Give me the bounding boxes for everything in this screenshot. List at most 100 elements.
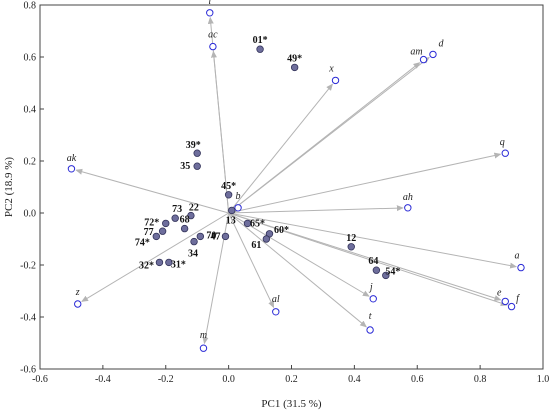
observation-label-22: 22 (189, 203, 199, 214)
variable-marker-d (429, 50, 437, 59)
loading-arrows (75, 16, 518, 345)
variable-label-ac: ac (208, 30, 218, 41)
observation-label-45*: 45* (221, 181, 236, 192)
y-tick-label: -0.6 (20, 365, 36, 376)
observation-point-01* (256, 45, 264, 53)
variable-label-t: t (369, 311, 372, 322)
variable-label-am: am (410, 47, 422, 58)
variable-label-z: z (75, 287, 80, 298)
y-tick-label: 0.2 (24, 157, 37, 168)
loading-arrow-q (228, 152, 502, 214)
variable-marker-al (272, 308, 280, 316)
observation-label-34: 34 (188, 249, 198, 260)
variable-marker-e (501, 297, 509, 306)
observation-label-65*: 65* (250, 218, 265, 229)
variable-label-x: x (328, 63, 334, 74)
loading-arrow-x (228, 83, 334, 214)
variable-marker-i (206, 9, 214, 17)
variable-label-d: d (438, 38, 444, 49)
observation-label-73: 73 (172, 204, 182, 215)
observation-label-39*: 39* (186, 140, 201, 151)
loading-arrow-ak (75, 168, 229, 214)
observation-point-32* (155, 258, 164, 267)
variable-marker-am (419, 55, 428, 64)
variable-marker-ac (209, 42, 217, 51)
observation-point-73 (171, 214, 179, 222)
loading-arrow-d (228, 56, 430, 214)
observation-label-32*: 32* (139, 260, 154, 271)
variable-label-ak: ak (67, 153, 77, 164)
variable-label-j: j (368, 282, 373, 293)
observation-label-60*: 60* (274, 225, 289, 236)
y-tick-label: 0.6 (24, 53, 37, 64)
variable-label-al: al (272, 294, 280, 305)
variable-marker-j (369, 295, 377, 303)
variable-marker-q (501, 149, 509, 157)
x-tick-label: -0.2 (158, 374, 174, 385)
x-axis-title: PC1 (31.5 %) (261, 398, 322, 410)
variable-marker-a (517, 263, 525, 272)
observation-point-72* (162, 219, 170, 228)
observation-point-61 (262, 235, 271, 243)
observation-label-49*: 49* (287, 53, 302, 64)
observation-label-01*: 01* (253, 35, 268, 46)
observation-point-31* (165, 258, 173, 267)
variable-label-i: i (208, 0, 211, 7)
observation-label-35: 35 (180, 161, 190, 172)
y-tick-label: -0.2 (20, 261, 36, 272)
loading-arrow-f (228, 212, 508, 306)
axes: -0.6 -0.4 -0.2 0.0 0.2 0.4 0.6 0.8 1.0 -0.6 -0.4 -0… (20, 1, 549, 386)
variable-marker-ah (404, 204, 412, 212)
y-axis-title: PC2 (18.9 %) (3, 157, 15, 218)
x-tick-label: 0.0 (222, 374, 235, 385)
variable-label-m: m (200, 330, 207, 341)
observation-point-39* (193, 149, 201, 157)
observation-point-35 (193, 162, 201, 170)
variable-label-e: e (497, 287, 502, 298)
variable-marker-x (331, 76, 340, 85)
observation-point-12 (347, 243, 355, 251)
x-tick-label: 0.2 (285, 374, 298, 385)
variable-label-ah: ah (403, 192, 413, 203)
observation-point-74* (152, 232, 161, 241)
x-tick-label: -0.6 (32, 374, 48, 385)
variable-label-f: f (516, 294, 520, 305)
observation-point-64 (372, 266, 381, 274)
loading-arrow-al (228, 212, 275, 309)
variable-label-a: a (514, 251, 519, 262)
observation-point-54* (382, 271, 390, 280)
loading-arrow-t (228, 212, 368, 328)
observation-label-31*: 31* (171, 259, 186, 270)
observation-point-13 (228, 206, 236, 215)
variable-label-b: b (236, 191, 241, 202)
observation-label-70: 70 (206, 230, 216, 241)
observation-label-13: 13 (226, 215, 236, 226)
observation-point-45* (224, 191, 233, 199)
observation-label-68: 68 (180, 215, 190, 226)
point-labels: i ac am d x q ak b ah a e f j t z al m 01* 49* 39* 35 45* 13 65… (67, 0, 520, 341)
y-tick-label: 0.8 (24, 1, 37, 12)
variable-label-q: q (500, 137, 505, 148)
observation-point-70 (196, 232, 205, 241)
x-tick-label: -0.4 (95, 374, 111, 385)
variable-marker-b (234, 204, 242, 212)
loading-arrow-ah (228, 205, 404, 214)
observation-label-72*: 72* (144, 217, 159, 228)
y-tick-label: 0.0 (24, 209, 37, 220)
variable-marker-z (74, 300, 82, 308)
observation-label-61: 61 (251, 240, 261, 251)
observation-label-64: 64 (368, 256, 378, 267)
observation-point-34 (190, 237, 198, 246)
variable-marker-f (507, 302, 516, 311)
observation-point-22 (187, 211, 195, 220)
observation-point-68 (180, 224, 189, 233)
variable-marker-m (199, 344, 208, 352)
y-tick-label: -0.4 (20, 313, 36, 324)
observation-label-12: 12 (346, 233, 356, 244)
observation-point-47 (221, 232, 230, 241)
x-tick-label: 0.6 (411, 374, 424, 385)
variable-marker-ak (67, 165, 76, 173)
loading-arrow-j (228, 212, 370, 297)
observation-label-77: 77 (144, 227, 154, 238)
